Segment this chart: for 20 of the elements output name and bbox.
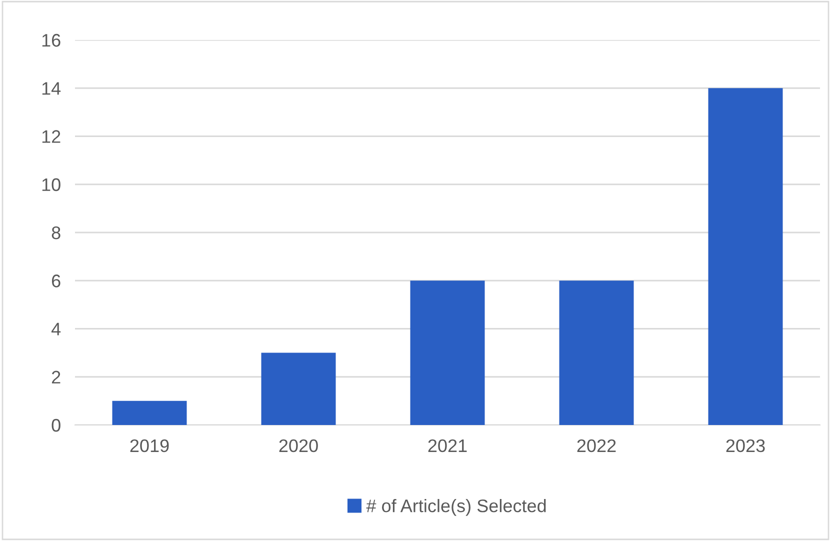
legend-label: # of Article(s) Selected [366,499,546,516]
x-tick-label: 2021 [428,439,467,452]
x-tick-label: 2022 [577,439,616,452]
bar [708,88,783,425]
y-tick-label: 0 [52,418,60,432]
bar [112,400,187,425]
y-tick-label: 8 [52,226,60,240]
x-tick-label: 2019 [130,439,169,452]
x-tick-label: 2020 [279,439,318,452]
y-tick-label: 6 [52,274,60,288]
x-tick-label: 2023 [726,439,765,452]
y-tick-label: 2 [52,370,60,384]
y-tick-label: 10 [42,178,60,192]
y-tick-label: 12 [42,130,60,143]
bar [559,280,634,425]
bar [410,280,485,425]
y-tick-label: 16 [42,34,60,47]
y-tick-label: 14 [42,82,61,95]
bar [261,352,336,425]
y-tick-label: 4 [51,322,61,336]
